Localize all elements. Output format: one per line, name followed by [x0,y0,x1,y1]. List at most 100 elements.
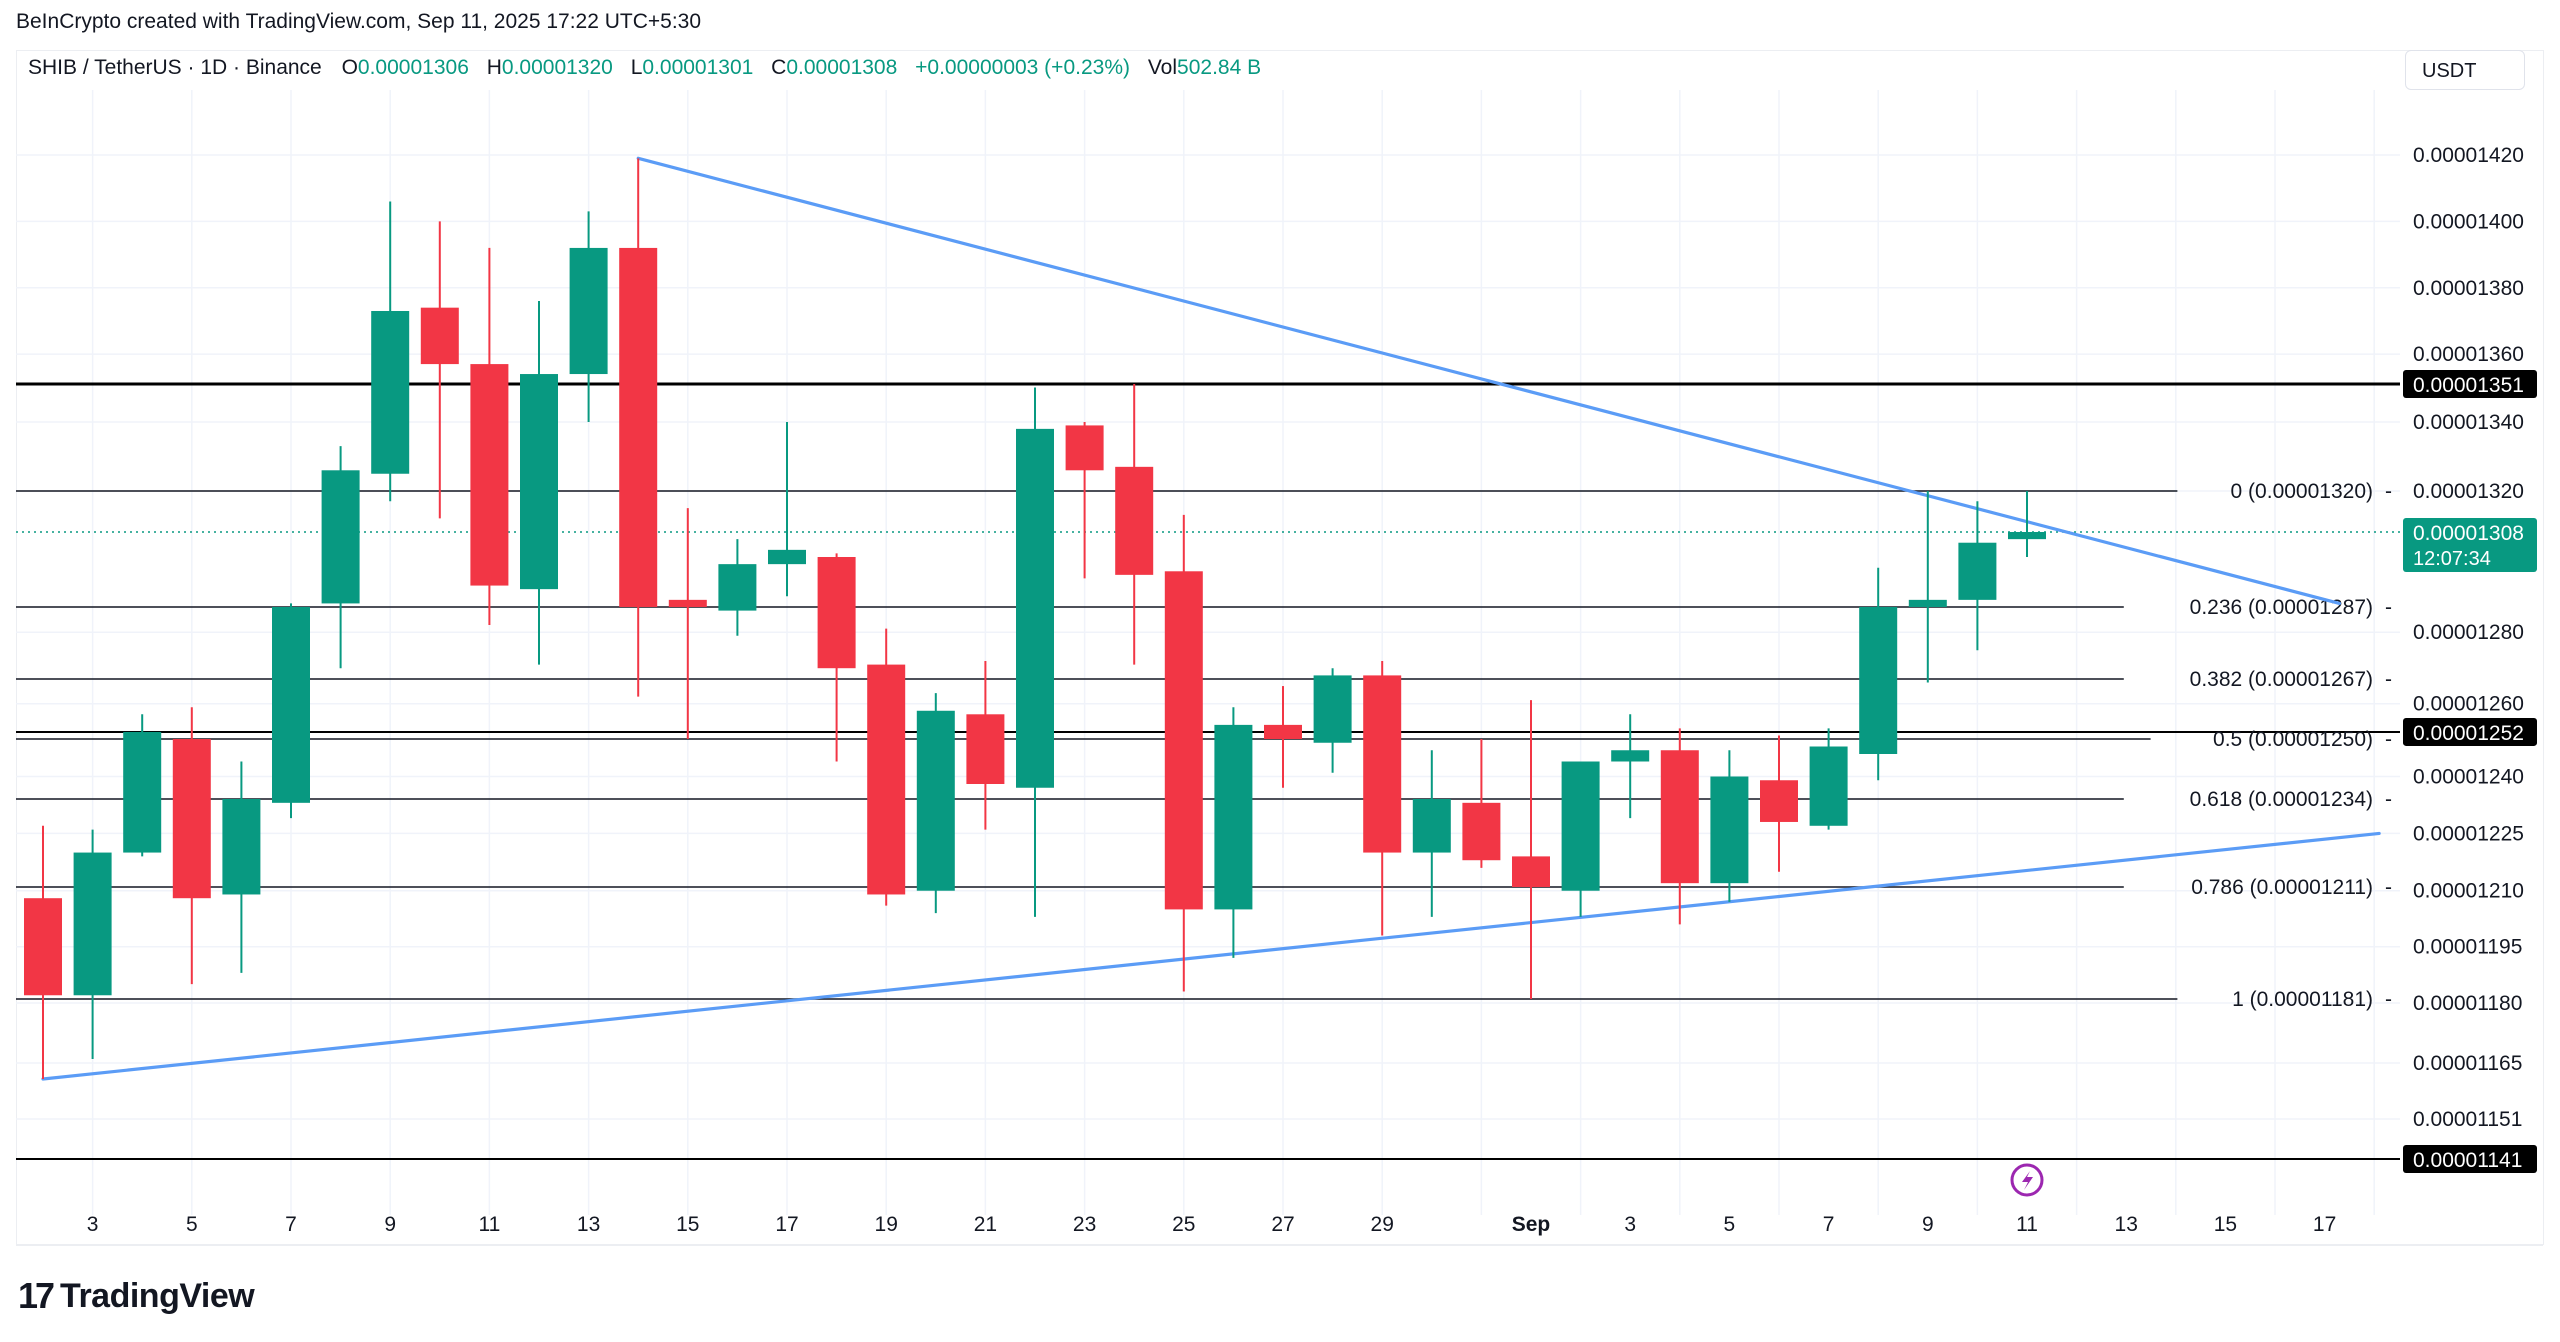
candle-body [2008,532,2046,540]
price-tag-label: 0.00001351 [2413,374,2524,397]
price-axis[interactable] [2400,92,2543,1212]
candle-aug-27[interactable] [1264,686,1302,788]
x-axis-month-label: Sep [1512,1213,1551,1236]
bar-countdown: 12:07:34 [2413,548,2491,570]
candle-body [321,470,360,604]
fib-level-label: 0.618 (0.00001234) [2190,788,2373,811]
candle-body [619,247,658,607]
candle-aug-8[interactable] [321,446,360,669]
symbol-title[interactable]: SHIB / TetherUS · 1D · Binance [28,56,322,79]
candle-sep-6[interactable] [1760,735,1798,872]
x-axis-label: 9 [1922,1213,1934,1236]
candle-aug-28[interactable] [1313,668,1352,773]
candle-aug-15[interactable] [668,508,707,739]
candle-body [520,374,558,590]
price-axis-label: 0.00001260 [2413,693,2524,716]
candle-body [1412,799,1451,853]
fib-level-dash: - [2385,788,2392,811]
candle-aug-24[interactable] [1115,384,1154,665]
candle-aug-17[interactable] [768,421,806,597]
candle-body [371,310,410,474]
candle-aug-21[interactable] [966,661,1005,830]
candle-sep-7[interactable] [1809,728,1848,830]
candle-body [718,564,757,611]
candle-body [272,607,310,803]
candle-body [1908,599,1947,607]
price-axis-label: 0.00001320 [2413,480,2524,503]
candle-aug-2[interactable] [24,825,62,1079]
tradingview-logo-icon: 17 [18,1275,55,1316]
tradingview-logo[interactable]: 17 TradingView [18,1275,255,1317]
price-axis-label: 0.00001151 [2413,1108,2522,1131]
candle-sep-1[interactable] [1512,700,1550,999]
trendline-lower-support[interactable] [41,831,2381,1081]
candle-aug-25[interactable] [1164,514,1203,992]
candle-body [1760,780,1798,822]
x-axis-label: 17 [775,1213,798,1236]
candle-aug-7[interactable] [272,603,310,819]
x-axis-label: 9 [384,1213,396,1236]
candle-aug-26[interactable] [1214,707,1253,958]
candle-aug-10[interactable] [420,221,459,519]
candle-aug-5[interactable] [172,707,211,985]
price-axis-label: 0.00001180 [2413,992,2522,1015]
candle-body [73,852,112,996]
candle-aug-6[interactable] [222,761,261,973]
x-axis-label: 5 [1724,1213,1736,1236]
x-axis-label: 21 [974,1213,997,1236]
candle-body [569,247,608,375]
candle-aug-18[interactable] [817,553,856,762]
candle-sep-9[interactable] [1908,491,1947,683]
trendline-upper-resistance[interactable] [636,156,2342,606]
price-axis-label: 0.00001400 [2413,210,2524,233]
candle-body [172,739,211,899]
fib-level-label: 0.382 (0.00001267) [2190,668,2373,691]
chart-credit: BeInCrypto created with TradingView.com,… [16,10,702,33]
candle-aug-22[interactable] [1016,387,1054,917]
candle-sep-4[interactable] [1660,728,1699,925]
price-tag-label: 0.00001252 [2413,722,2524,745]
candle-aug-19[interactable] [867,628,906,906]
price-tag-label: 0.00001141 [2413,1149,2522,1172]
open-label: O [341,56,358,79]
candle-sep-5[interactable] [1710,750,1749,902]
volume-value: 502.84 B [1177,56,1262,79]
candle-aug-11[interactable] [470,247,509,625]
candle-sep-8[interactable] [1859,567,1898,781]
candle-sep-11[interactable] [2008,491,2046,557]
candle-aug-29[interactable] [1363,661,1402,936]
price-axis-label: 0.00001225 [2413,822,2524,845]
price-axis-label: 0.00001340 [2413,411,2524,434]
candle-aug-23[interactable] [1065,421,1104,579]
candle-aug-14[interactable] [619,158,658,697]
tradingview-wordmark: TradingView [60,1276,255,1315]
x-axis-label: 7 [1823,1213,1835,1236]
candle-aug-9[interactable] [371,201,410,502]
candle-aug-4[interactable] [123,714,162,857]
x-axis-label: 15 [2214,1213,2237,1236]
candle-body [420,307,459,365]
x-axis-label: 23 [1073,1213,1096,1236]
candle-body [1264,724,1302,739]
candle-body [916,710,955,891]
high-value: 0.00001320 [501,56,613,79]
candle-sep-3[interactable] [1611,714,1650,819]
symbol-legend: SHIB / TetherUS · 1D · Binance O 0.000013… [28,56,1273,80]
candle-aug-31[interactable] [1462,739,1501,868]
candle-aug-13[interactable] [569,211,608,422]
candle-body [222,799,261,895]
candle-aug-30[interactable] [1412,750,1451,917]
candle-body [1164,571,1203,910]
currency-button[interactable]: USDT [2405,50,2525,90]
candle-sep-10[interactable] [1958,501,1997,651]
candle-aug-16[interactable] [718,539,757,636]
x-axis-label: 25 [1172,1213,1195,1236]
candle-aug-12[interactable] [520,301,558,665]
candle-aug-20[interactable] [916,693,955,914]
candle-aug-3[interactable] [73,829,112,1059]
x-axis-label: 19 [875,1213,898,1236]
candle-body [123,731,162,853]
candle-sep-2[interactable] [1561,761,1600,917]
close-label: C [771,56,787,79]
